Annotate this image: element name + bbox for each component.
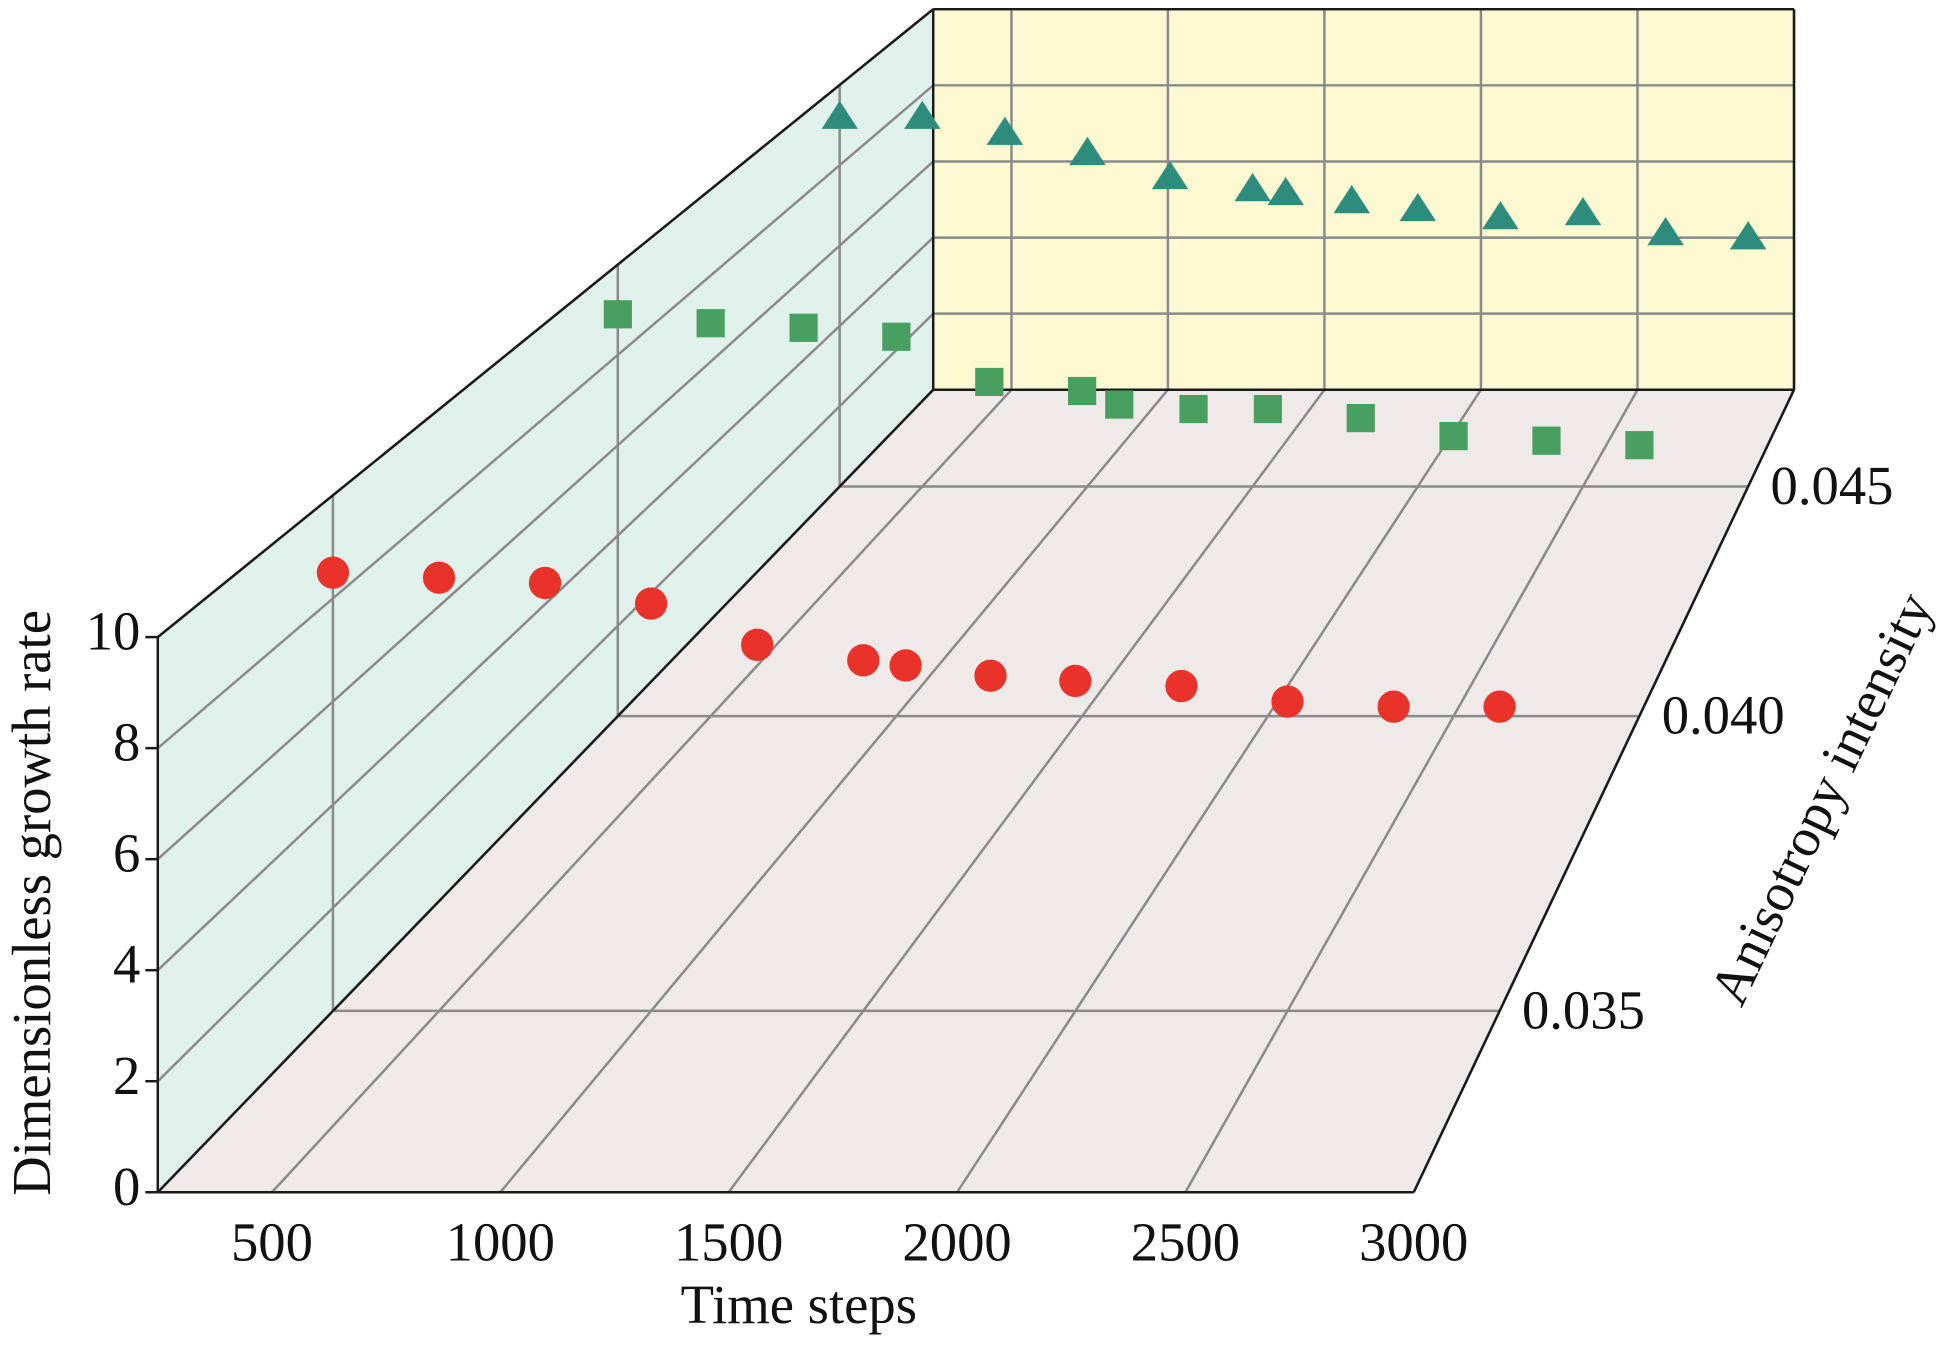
point-marker <box>1377 690 1410 723</box>
point-marker <box>1059 664 1092 698</box>
y-tick-label: 0 <box>113 1156 140 1217</box>
z-tick-label: 0.035 <box>1522 979 1645 1040</box>
left-wall-grid-line <box>156 312 935 1083</box>
z-axis-title: Anisotropy intensity <box>1697 583 1938 1014</box>
point-marker <box>1333 185 1371 214</box>
x-tick-label: 2500 <box>1131 1212 1240 1273</box>
z-tick-label: 0.045 <box>1771 455 1894 516</box>
y-tick-label: 8 <box>113 712 140 773</box>
box-edge <box>1412 389 1796 1193</box>
point-marker <box>1532 426 1561 455</box>
floor-grid-line <box>1184 389 1639 1193</box>
y-tick-label: 4 <box>113 934 140 995</box>
point-marker <box>1234 172 1271 202</box>
point-marker <box>1105 390 1134 419</box>
x-tick-label: 500 <box>231 1212 313 1273</box>
x-axis-title: Time steps <box>681 1274 917 1335</box>
point-marker <box>1439 422 1468 451</box>
floor-grid-line <box>727 388 1326 1193</box>
point-marker <box>1483 690 1516 723</box>
box-edge <box>156 388 935 1194</box>
point-marker <box>1625 431 1654 460</box>
labels-layer: 500 1000 1500 2000 2500 3000 0 2 4 6 8 10 0.035 0.040… <box>86 455 1894 1273</box>
floor-grid-line <box>499 388 1169 1194</box>
point-marker <box>1267 176 1304 206</box>
point-marker <box>634 587 668 620</box>
left-wall-grid-line <box>156 84 935 750</box>
point-marker <box>603 300 632 329</box>
point-marker <box>975 367 1004 397</box>
point-marker <box>889 649 922 682</box>
point-marker <box>1271 685 1304 718</box>
axes-layer <box>145 7 1796 1194</box>
x-tick-label: 3000 <box>1359 1212 1468 1273</box>
point-marker <box>1647 217 1684 246</box>
left-wall <box>157 9 934 1193</box>
point-marker <box>904 100 941 129</box>
point-marker <box>1069 136 1106 166</box>
point-marker <box>1068 376 1097 406</box>
z-tick-label: 0.040 <box>1662 685 1785 746</box>
x-tick-label: 1000 <box>446 1212 555 1273</box>
point-marker <box>1729 221 1767 250</box>
y-tick-label: 10 <box>86 601 141 662</box>
point-marker <box>1165 669 1198 703</box>
point-marker <box>741 628 774 661</box>
point-marker <box>974 659 1007 692</box>
point-marker <box>1179 394 1208 424</box>
floor <box>157 389 1795 1193</box>
point-marker <box>1482 201 1519 230</box>
point-marker <box>316 556 350 589</box>
marks-layer <box>316 100 1767 723</box>
point-marker <box>696 309 725 338</box>
point-marker <box>422 561 456 594</box>
walls-layer <box>157 9 1795 1193</box>
y-axis-title: Dimensionless growth rate <box>1 610 62 1196</box>
point-marker <box>1564 197 1602 226</box>
point-marker <box>882 322 911 351</box>
x-tick-label: 2000 <box>902 1212 1011 1273</box>
left-wall-grid-line <box>156 160 935 861</box>
y-tick-label: 2 <box>113 1045 140 1106</box>
point-marker <box>986 116 1024 145</box>
point-marker <box>1346 403 1375 433</box>
point-marker <box>1399 192 1436 222</box>
point-marker <box>1151 160 1189 190</box>
floor-grid-line <box>271 388 1013 1194</box>
point-marker <box>847 644 880 677</box>
box-edge <box>156 8 935 639</box>
left-wall-grid-line <box>156 236 935 972</box>
point-marker <box>789 313 818 342</box>
back-wall <box>933 9 1795 390</box>
point-marker <box>1253 394 1282 424</box>
point-marker <box>528 566 562 600</box>
y-tick-label: 6 <box>113 823 140 884</box>
point-marker <box>821 100 858 129</box>
x-tick-label: 1500 <box>674 1212 783 1273</box>
floor-grid-line <box>956 389 1482 1193</box>
